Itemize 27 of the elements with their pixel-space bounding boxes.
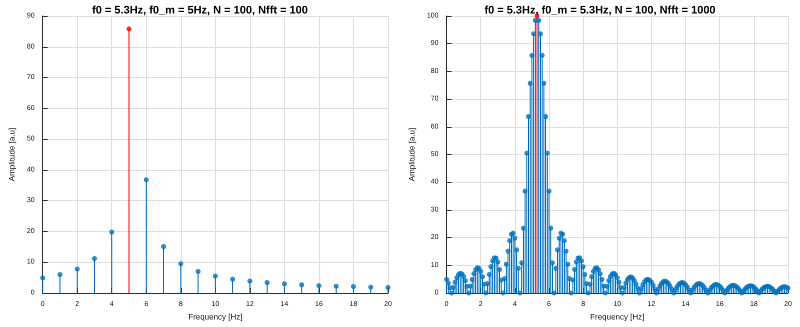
chart-title: f0 = 5.3Hz, f0_m = 5Hz, N = 100, Nfft = 100	[92, 4, 308, 16]
point	[40, 275, 46, 280]
point	[282, 281, 287, 286]
x-axis-title: Frequency [Hz]	[590, 312, 644, 322]
point	[350, 284, 356, 290]
point	[178, 261, 184, 266]
point	[196, 268, 201, 274]
point	[368, 284, 374, 290]
point	[316, 283, 322, 288]
point	[161, 244, 166, 250]
x-axis-title: Frequency [Hz]	[188, 312, 242, 322]
point	[92, 256, 97, 262]
y-axis-title: Amplitude [a.u]	[408, 128, 416, 182]
point	[299, 282, 304, 288]
point	[212, 274, 218, 279]
y-axis-title: Amplitude [a.u]	[8, 128, 16, 182]
point	[264, 280, 270, 286]
chart-title: f0 = 5.3Hz, f0_m = 5.3Hz, N = 100, Nfft = 1000	[484, 4, 716, 16]
point	[74, 266, 80, 272]
point	[144, 177, 149, 182]
point	[126, 26, 132, 32]
point	[57, 272, 62, 278]
point	[230, 276, 236, 282]
point	[334, 284, 339, 289]
point	[247, 278, 252, 284]
point	[109, 230, 114, 235]
point	[386, 284, 390, 290]
